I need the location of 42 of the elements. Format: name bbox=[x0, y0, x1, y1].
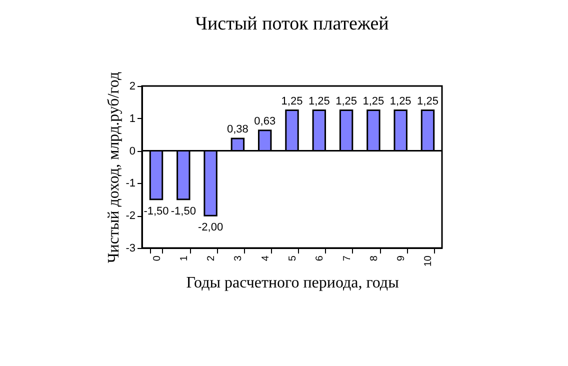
bar bbox=[394, 110, 408, 152]
bar bbox=[285, 110, 299, 152]
data-label: 1,25 bbox=[336, 95, 358, 108]
data-label: 1,25 bbox=[390, 95, 412, 108]
data-label: 1,25 bbox=[362, 95, 384, 108]
x-tick-label: 6 bbox=[314, 255, 326, 262]
y-tick-label: -1 bbox=[126, 178, 136, 190]
bar bbox=[420, 110, 435, 152]
bar bbox=[258, 130, 272, 152]
data-label: 0,63 bbox=[254, 115, 276, 128]
x-tick-label: 3 bbox=[233, 255, 244, 262]
x-tick-label: 1 bbox=[178, 255, 190, 262]
data-label: 0,38 bbox=[226, 123, 248, 136]
data-label: -1,50 bbox=[170, 205, 196, 218]
x-tick-label: 4 bbox=[260, 255, 272, 262]
x-tick-label: 10 bbox=[423, 255, 434, 267]
data-label: -1,50 bbox=[144, 205, 169, 218]
y-tick-label: 0 bbox=[129, 145, 136, 158]
x-tick-label: 2 bbox=[206, 255, 218, 262]
bar bbox=[312, 110, 326, 152]
bar bbox=[366, 110, 380, 152]
x-tick-label: 9 bbox=[396, 255, 408, 262]
x-tick-label: 8 bbox=[368, 255, 380, 262]
x-axis-title: Годы расчетного периода, годы bbox=[186, 274, 400, 292]
y-tick-label: -2 bbox=[126, 210, 136, 222]
y-tick-label: 1 bbox=[129, 112, 136, 125]
data-label: 1,25 bbox=[308, 95, 330, 108]
bar bbox=[176, 150, 190, 200]
bar bbox=[204, 150, 218, 216]
data-label: -2,00 bbox=[198, 222, 224, 234]
y-tick-label: -3 bbox=[126, 242, 136, 254]
bar bbox=[339, 110, 354, 152]
x-tick-label: 5 bbox=[288, 255, 298, 262]
bar bbox=[149, 150, 164, 200]
bar bbox=[230, 138, 245, 152]
data-label: 1,25 bbox=[417, 95, 438, 108]
data-label: 1,25 bbox=[281, 95, 303, 108]
x-tick-label: 7 bbox=[342, 255, 353, 262]
x-tick-label: 0 bbox=[152, 255, 163, 262]
y-axis-title: Чистый доход, млрд.руб/год bbox=[106, 72, 123, 264]
y-tick-label: 2 bbox=[129, 80, 136, 92]
chart-title: Чистый поток платежей bbox=[195, 13, 389, 34]
